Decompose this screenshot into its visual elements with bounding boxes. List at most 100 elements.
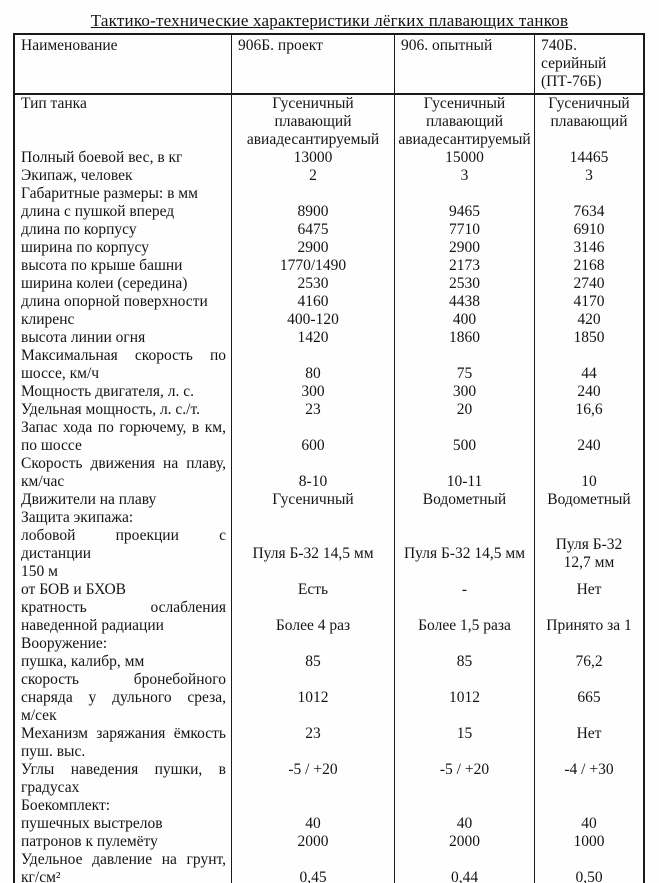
row-value: -5 / +20: [395, 761, 535, 797]
row-label: Удельная мощность, л. с./т.: [15, 401, 232, 419]
row-value: 23: [232, 725, 395, 761]
column-header-906-experimental: 906. опытный: [395, 35, 535, 93]
row-value: 40: [395, 815, 535, 833]
row-label: Вооружение:: [15, 635, 232, 653]
table-header-row: Наименование 906Б. проект 906. опытный 7…: [15, 35, 643, 95]
row-value: 665: [577, 689, 601, 706]
row-value: 6475: [232, 221, 395, 239]
row-value: 8-10: [232, 455, 395, 491]
row-value: 300: [395, 383, 535, 401]
row-value: 2000: [232, 833, 395, 851]
row-value: Пуля Б-32 14,5 мм: [232, 527, 395, 581]
row-value: -4 / +30: [564, 761, 614, 778]
row-value: 240: [577, 383, 601, 400]
row-value: 2168: [573, 257, 605, 274]
row-value: 7634: [573, 203, 605, 220]
row-value: [395, 509, 535, 527]
row-label: длина опорной поверхности: [15, 293, 232, 311]
table-row: Скорость движения на плаву, км/час 8-10 10-…: [15, 455, 643, 491]
row-value: 1850: [573, 329, 605, 346]
document-title: Тактико-технические характеристики лёгки…: [90, 11, 569, 30]
row-value: 1420: [232, 329, 395, 347]
row-label-line: пуш. выс.: [21, 743, 86, 760]
row-label-line: 150 м: [21, 563, 58, 580]
table-row: Защита экипажа:: [15, 509, 643, 527]
table-row: ширина колеи (середина) 2530 2530 2740: [15, 275, 643, 293]
table-row: Габаритные размеры: в мм: [15, 185, 643, 203]
row-value: 2740: [573, 275, 605, 292]
table-row: Углы наведения пушки, в градусах -5 / +20-…: [15, 761, 643, 797]
table-row: пушечных выстрелов 40 40 40: [15, 815, 643, 833]
row-label-line: Запас хода по горючему, в км,: [21, 419, 226, 436]
row-label-line: скорость бронебойного: [21, 671, 226, 688]
row-value: 420: [577, 311, 601, 328]
row-value: 10: [581, 473, 597, 490]
row-value: 1860: [395, 329, 535, 347]
row-label: Максимальная скорость по шоссе, км/ч: [15, 347, 232, 383]
row-value: Гусеничный: [232, 491, 395, 509]
row-value: Водометный: [547, 491, 631, 508]
row-value: 2900: [232, 239, 395, 257]
row-value: 1000: [573, 833, 605, 850]
row-value: Гусеничный плавающий авиадесантируемый: [395, 95, 535, 149]
table-row: Удельная мощность, л. с./т. 23 20 16,6: [15, 401, 643, 419]
row-value: 80: [232, 347, 395, 383]
row-value: 6910: [573, 221, 605, 238]
row-label-line: градусах: [21, 779, 80, 796]
row-value: 300: [232, 383, 395, 401]
row-label: высота по крыше башни: [15, 257, 232, 275]
row-value: [535, 185, 643, 203]
table-row: скорость бронебойного снаряда у дульного …: [15, 671, 643, 725]
row-value: 20: [395, 401, 535, 419]
row-label: пушечных выстрелов: [15, 815, 232, 833]
row-value: 14465: [569, 149, 609, 166]
row-label: Полный боевой вес, в кг: [15, 149, 232, 167]
row-label: Боекомплект:: [15, 797, 232, 815]
table-row: Экипаж, человек 2 3 3: [15, 167, 643, 185]
row-value: 10-11: [395, 455, 535, 491]
table-row: патронов к пулемёту 2000 2000 1000: [15, 833, 643, 851]
row-label: Запас хода по горючему, в км, по шоссе: [15, 419, 232, 455]
row-label: Механизм заряжания ёмкость пуш. выс.: [15, 725, 232, 761]
row-label: лобовой проекции с дистанции 150 м: [15, 527, 232, 581]
table-row: Тип танка Гусеничный плавающий авиадесант…: [15, 95, 643, 149]
row-value: 85: [395, 653, 535, 671]
row-value: 1012: [395, 671, 535, 725]
row-label: ширина колеи (середина): [15, 275, 232, 293]
row-label-line: наведенной радиации: [21, 617, 164, 634]
table-row: ширина по корпусу 2900 2900 3146: [15, 239, 643, 257]
row-value: 400-120: [232, 311, 395, 329]
row-value: 2900: [395, 239, 535, 257]
row-value: Есть: [232, 581, 395, 599]
row-value: [395, 635, 535, 653]
row-value: 1770/1490: [232, 257, 395, 275]
table-row: пушка, калибр, мм 85 85 76,2: [15, 653, 643, 671]
row-value: Водометный: [395, 491, 535, 509]
row-value: Более 1,5 раза: [395, 599, 535, 635]
row-value: 40: [581, 815, 597, 832]
row-value: [535, 509, 643, 527]
row-value: 15000: [395, 149, 535, 167]
table-row: клиренс 400-120 400 420: [15, 311, 643, 329]
row-value: 500: [395, 419, 535, 455]
row-value: Гусеничный плавающий авиадесантируемый: [232, 95, 395, 149]
table-row: Удельное давление на грунт, кг/см² 0,45 0,4…: [15, 851, 643, 883]
row-value: 1012: [232, 671, 395, 725]
row-value: 4438: [395, 293, 535, 311]
row-label-line: кратность ослабления: [21, 599, 226, 616]
row-label: Тип танка: [15, 95, 232, 149]
row-label: от БОВ и БХОВ: [15, 581, 232, 599]
row-label-line: км/час: [21, 473, 65, 490]
row-label-line: снаряда у дульного среза,: [21, 689, 226, 706]
row-value: 76,2: [575, 653, 603, 670]
row-label: клиренс: [15, 311, 232, 329]
row-value: 16,6: [575, 401, 603, 418]
table-row: Движители на плаву Гусеничный Водометный Во…: [15, 491, 643, 509]
row-label: Удельное давление на грунт, кг/см²: [15, 851, 232, 883]
row-value: [232, 185, 395, 203]
row-value: [232, 635, 395, 653]
row-label: пушка, калибр, мм: [15, 653, 232, 671]
table-row: высота по крыше башни 1770/1490 2173 2168: [15, 257, 643, 275]
row-label-line: м/сек: [21, 707, 57, 724]
